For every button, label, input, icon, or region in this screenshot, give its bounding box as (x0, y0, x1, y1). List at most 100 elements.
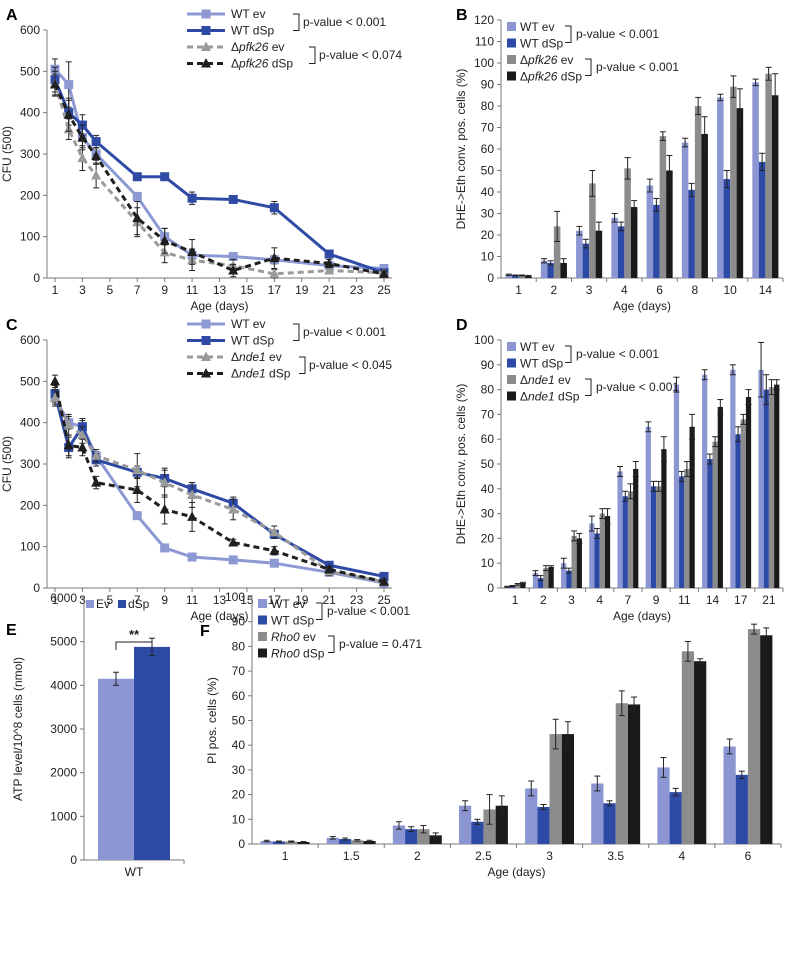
series-line (53, 397, 385, 584)
legend-suffix: dSp (555, 390, 580, 404)
y-axis-label: DHE->Eth conv. pos. cells (%) (454, 69, 468, 230)
legend-suffix: dSp (557, 70, 582, 84)
data-point (50, 79, 60, 89)
bar (589, 523, 595, 588)
data-point (132, 192, 142, 202)
y-tick-label: 90 (481, 78, 495, 92)
bar (679, 476, 685, 588)
x-tick-label: 3 (79, 593, 86, 607)
bar (615, 703, 628, 844)
panel-label: D (456, 317, 468, 334)
panel-a: A 0 100 200 300 400 500 600 CFU (500) Age (days) 1… (0, 7, 402, 313)
x-tick-label: 3 (546, 849, 553, 863)
x-tick-label: 13 (213, 593, 227, 607)
y-tick-label: 40 (481, 185, 495, 199)
y-tick-label: 120 (474, 13, 494, 27)
bar (768, 387, 775, 588)
legend-prefix: Δ (520, 70, 528, 84)
bar (505, 274, 513, 278)
legend-italic: pfk26 (238, 57, 269, 71)
bar (520, 583, 526, 588)
bar (571, 535, 577, 588)
bar (666, 170, 673, 278)
legend-swatch-marker (201, 319, 211, 329)
legend-label: Rho0 ev (271, 630, 316, 644)
legend-label: Δpfk26 dSp (231, 57, 293, 71)
data-point (379, 576, 389, 586)
y-axis-label: PI pos. cells (%) (205, 677, 219, 764)
x-tick-label: 9 (161, 593, 168, 607)
legend-swatch (507, 358, 516, 368)
bar (595, 230, 603, 278)
legend-label: Δpfk26 ev (231, 40, 284, 54)
bar (326, 837, 339, 844)
bar (363, 841, 376, 844)
bar (765, 73, 772, 278)
legend-swatch (86, 600, 94, 608)
bar (98, 678, 134, 860)
legend-swatch-marker (201, 351, 211, 361)
x-tick-label: 1 (52, 283, 59, 297)
bar (582, 243, 590, 278)
y-tick-label: 50 (232, 714, 246, 728)
x-tick-label: 25 (377, 283, 391, 297)
bar (657, 767, 670, 844)
legend-italic: nde1 (239, 367, 266, 381)
bar (594, 533, 600, 588)
bar (661, 449, 667, 588)
bar (633, 468, 639, 588)
bar (495, 805, 508, 844)
bar (681, 142, 689, 278)
bar (760, 635, 773, 844)
data-point (91, 150, 102, 161)
data-point (77, 441, 88, 452)
y-tick-label: 4000 (50, 678, 77, 692)
bar (745, 397, 752, 588)
data-point (132, 212, 143, 223)
x-tick-label: 1 (282, 849, 289, 863)
y-tick-label: 80 (232, 639, 246, 653)
panel-d: D 0 10 20 30 40 50 60 70 80 90 100 DHE->Eth conv. po… (454, 317, 784, 623)
bar (673, 384, 680, 588)
y-tick-label: 400 (20, 106, 40, 120)
x-tick-label: 7 (625, 593, 632, 607)
legend-label: WT dSp (231, 24, 274, 38)
legend-italic: pfk26 (527, 53, 558, 67)
y-tick-label: 70 (481, 407, 495, 421)
panel-e: E 0 1000 2000 3000 4000 5000 6000 ATP level/10^8… (6, 591, 185, 879)
bar (730, 369, 736, 588)
data-point (159, 235, 170, 245)
y-axis-label: CFU (500) (0, 436, 14, 492)
data-point (159, 477, 170, 487)
legend-label: Δnde1 ev (520, 373, 571, 387)
bar (702, 374, 708, 588)
bar (645, 426, 651, 588)
bar (688, 189, 695, 278)
bar (707, 459, 713, 588)
x-tick-label: 9 (653, 593, 660, 607)
bar (540, 260, 548, 278)
data-point (77, 152, 88, 163)
x-tick-label: 21 (762, 593, 776, 607)
y-tick-label: 2000 (50, 766, 77, 780)
bar (537, 806, 550, 844)
legend-italic: nde1 (528, 373, 555, 387)
panel-label: B (456, 7, 468, 24)
data-point (63, 439, 74, 450)
data-point (228, 555, 238, 565)
legend-bracket (565, 345, 572, 363)
x-tick-label: 17 (268, 593, 282, 607)
data-point (324, 258, 335, 268)
bar (723, 179, 731, 278)
series-line (53, 79, 385, 275)
x-axis-label: Age (days) (190, 609, 248, 623)
x-axis-label: Age (days) (190, 299, 248, 313)
significance-label: ** (129, 627, 140, 642)
x-tick-label: 3 (568, 593, 575, 607)
y-tick-label: 50 (481, 164, 495, 178)
bar (758, 369, 764, 588)
bar (547, 262, 554, 278)
bar (653, 204, 660, 278)
y-tick-label: 0 (487, 271, 494, 285)
